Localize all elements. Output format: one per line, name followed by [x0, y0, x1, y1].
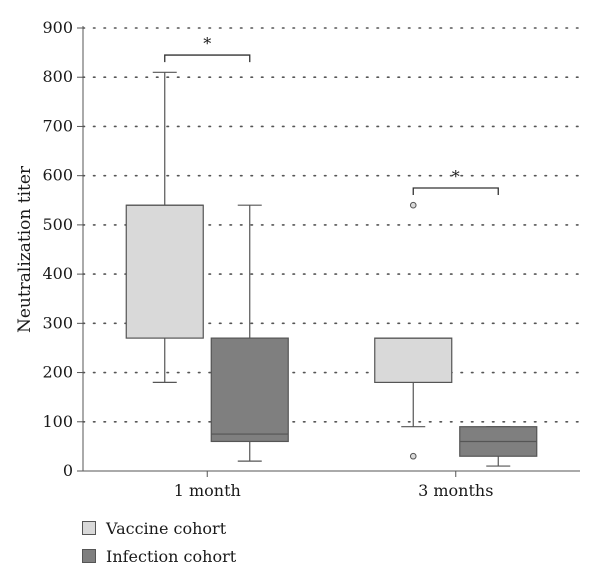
legend-swatch-infection — [82, 549, 96, 563]
axes: 0 100 200 300 400 500 600 700 800 900 1 month 3 mon… — [42, 18, 580, 500]
box-1-1 — [459, 426, 538, 467]
y-tick-label-400: 400 — [42, 264, 73, 283]
box-rect — [210, 337, 289, 443]
y-tick-label-500: 500 — [42, 215, 73, 234]
y-tick-label-200: 200 — [42, 363, 73, 382]
box-0-0 — [125, 71, 204, 383]
outlier-0 — [409, 201, 417, 209]
y-tick-label-800: 800 — [42, 67, 73, 86]
x-tick-label-0: 1 month — [174, 481, 241, 500]
y-tick-label-700: 700 — [42, 116, 73, 135]
y-tick-label-100: 100 — [42, 412, 73, 431]
significance-annotations: ** — [164, 34, 499, 195]
box-rect — [374, 337, 453, 384]
y-tick-label-0: 0 — [63, 461, 73, 480]
outlier-1 — [409, 452, 417, 460]
legend-label-vaccine: Vaccine cohort — [106, 518, 227, 538]
box-plot-series — [125, 71, 538, 467]
bracket-0 — [164, 54, 251, 63]
legend-item-infection: Infection cohort — [82, 542, 236, 570]
y-tick-label-900: 900 — [42, 18, 73, 37]
legend: Vaccine cohort Infection cohort — [82, 514, 236, 570]
box-0-1 — [374, 201, 453, 460]
legend-label-infection: Infection cohort — [106, 546, 237, 566]
legend-swatch-vaccine — [82, 521, 96, 535]
x-tick-label-1: 3 months — [418, 481, 493, 500]
y-axis-title: Neutralization titer — [15, 165, 35, 333]
y-tick-label-300: 300 — [42, 313, 73, 332]
legend-item-vaccine: Vaccine cohort — [82, 514, 236, 542]
y-tick-label-600: 600 — [42, 166, 73, 185]
bracket-1 — [412, 187, 499, 195]
annotation-label-0: * — [203, 34, 211, 53]
annotation-label-1: * — [452, 167, 460, 186]
box-rect — [125, 204, 204, 339]
box-1-0 — [210, 204, 289, 462]
